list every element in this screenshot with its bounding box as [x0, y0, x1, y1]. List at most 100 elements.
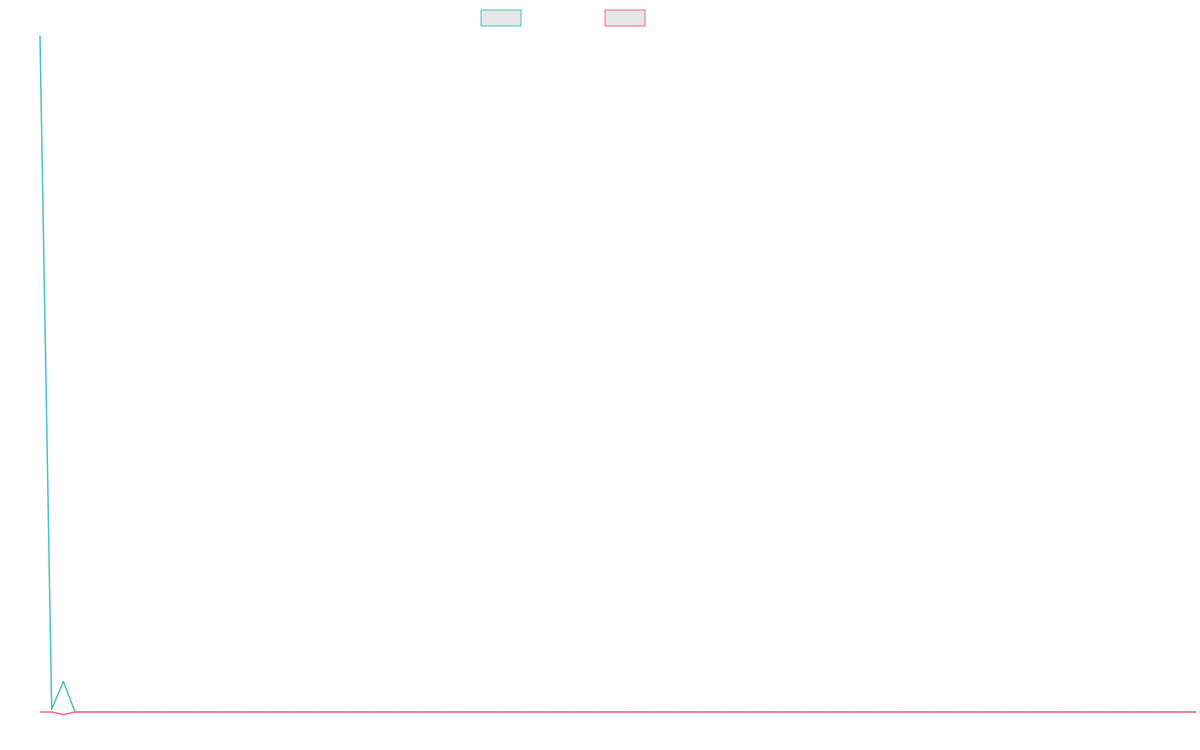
series-2-point-28: [366, 711, 368, 713]
series-2-point-50: [623, 711, 625, 713]
series-2-point-6: [109, 711, 111, 713]
series-2-point-12: [179, 711, 181, 713]
series-2-point-33: [424, 711, 426, 713]
series-2-point-0: [39, 711, 41, 713]
series-2-point-9: [144, 711, 146, 713]
series-2-point-54: [669, 711, 672, 713]
series-2-point-70: [856, 711, 858, 713]
series-2-point-29: [378, 711, 380, 713]
series-2-point-43: [541, 711, 543, 713]
plot-area: [39, 35, 1197, 716]
series-2-point-53: [658, 711, 660, 713]
series-2-point-44: [553, 711, 555, 713]
series-2-point-49: [611, 711, 613, 713]
series-2-point-30: [389, 711, 391, 713]
legend-swatch-2[interactable]: [604, 9, 646, 27]
series-2-point-24: [319, 711, 321, 713]
series-2-point-21: [284, 711, 286, 713]
series-2-point-80: [973, 711, 975, 713]
series-2-point-99: [1195, 711, 1197, 713]
series-2-point-2: [62, 714, 64, 716]
series-2-point-4: [86, 711, 88, 713]
series-line-1: [39, 35, 1196, 713]
legend-swatch-1[interactable]: [480, 9, 522, 27]
series-1-point-0: [39, 35, 41, 37]
series-2-point-83: [1008, 711, 1010, 713]
series-2-point-90: [1090, 711, 1092, 713]
series-2-point-97: [1172, 711, 1174, 713]
series-2-point-76: [926, 711, 929, 713]
series-2-point-88: [1066, 711, 1069, 713]
series-2-point-35: [448, 711, 450, 713]
series-2-point-59: [728, 711, 730, 713]
series-2-point-17: [237, 711, 240, 713]
series-2-point-3: [74, 711, 76, 713]
series-2-point-45: [564, 711, 567, 713]
series-2-point-60: [740, 711, 742, 713]
series-2-point-27: [354, 711, 356, 713]
series-2-point-81: [985, 711, 987, 713]
series-2-point-34: [436, 711, 438, 713]
series-2-point-5: [97, 711, 99, 713]
series-2-point-57: [704, 711, 707, 713]
series-2-point-87: [1055, 711, 1057, 713]
series-2-point-41: [518, 711, 520, 713]
series-2-point-52: [646, 711, 648, 713]
series-2-point-89: [1078, 711, 1080, 713]
series-2-point-42: [529, 711, 532, 713]
series-2-point-14: [202, 711, 205, 713]
series-2-point-13: [191, 711, 193, 713]
series-2-point-78: [950, 711, 952, 713]
series-2-point-20: [272, 711, 275, 713]
series-2-point-95: [1148, 711, 1150, 713]
series-1-point-1: [51, 708, 53, 710]
series-2-point-91: [1101, 711, 1104, 713]
series-2-point-32: [413, 711, 415, 713]
series-2-point-94: [1137, 711, 1139, 713]
series-2-point-71: [868, 711, 870, 713]
series-2-point-37: [471, 711, 473, 713]
series-2-point-93: [1125, 711, 1127, 713]
series-2-point-47: [588, 711, 590, 713]
series-2-point-64: [786, 711, 788, 713]
series-1-point-2: [62, 680, 64, 683]
series-2-point-66: [810, 711, 812, 713]
series-2-point-85: [1031, 711, 1034, 713]
series-line-2: [40, 711, 1196, 716]
series-2-point-68: [833, 711, 835, 713]
series-2-point-1: [51, 711, 53, 713]
series-2-point-46: [576, 711, 578, 713]
series-2-point-79: [961, 711, 964, 713]
series-2-point-69: [845, 711, 847, 713]
series-2-point-40: [506, 711, 508, 713]
series-2-point-48: [599, 711, 602, 713]
series-2-point-19: [261, 711, 263, 713]
series-2-point-15: [214, 711, 216, 713]
series-2-point-74: [903, 711, 905, 713]
series-2-point-92: [1113, 711, 1115, 713]
series-2-point-58: [716, 711, 718, 713]
series-2-point-26: [343, 711, 345, 713]
series-2-point-18: [249, 711, 251, 713]
series-2-point-65: [798, 711, 800, 713]
series-2-point-22: [296, 711, 298, 713]
series-2-point-36: [459, 711, 461, 713]
series-2-point-98: [1183, 711, 1185, 713]
series-2-point-56: [693, 711, 695, 713]
series-2-point-10: [156, 711, 158, 713]
series-2-point-8: [132, 711, 135, 713]
legend: [480, 9, 646, 27]
series-2-point-82: [996, 711, 999, 713]
series-2-point-55: [681, 711, 683, 713]
series-2-point-23: [307, 711, 310, 713]
series-2-point-77: [938, 711, 940, 713]
series-2-point-67: [821, 711, 823, 713]
series-2-point-73: [891, 711, 894, 713]
series-2-point-31: [401, 711, 403, 713]
series-2-point-84: [1020, 711, 1022, 713]
series-2-point-16: [226, 711, 228, 713]
series-2-point-11: [167, 711, 170, 713]
series-2-point-62: [763, 711, 765, 713]
series-2-point-86: [1043, 711, 1045, 713]
